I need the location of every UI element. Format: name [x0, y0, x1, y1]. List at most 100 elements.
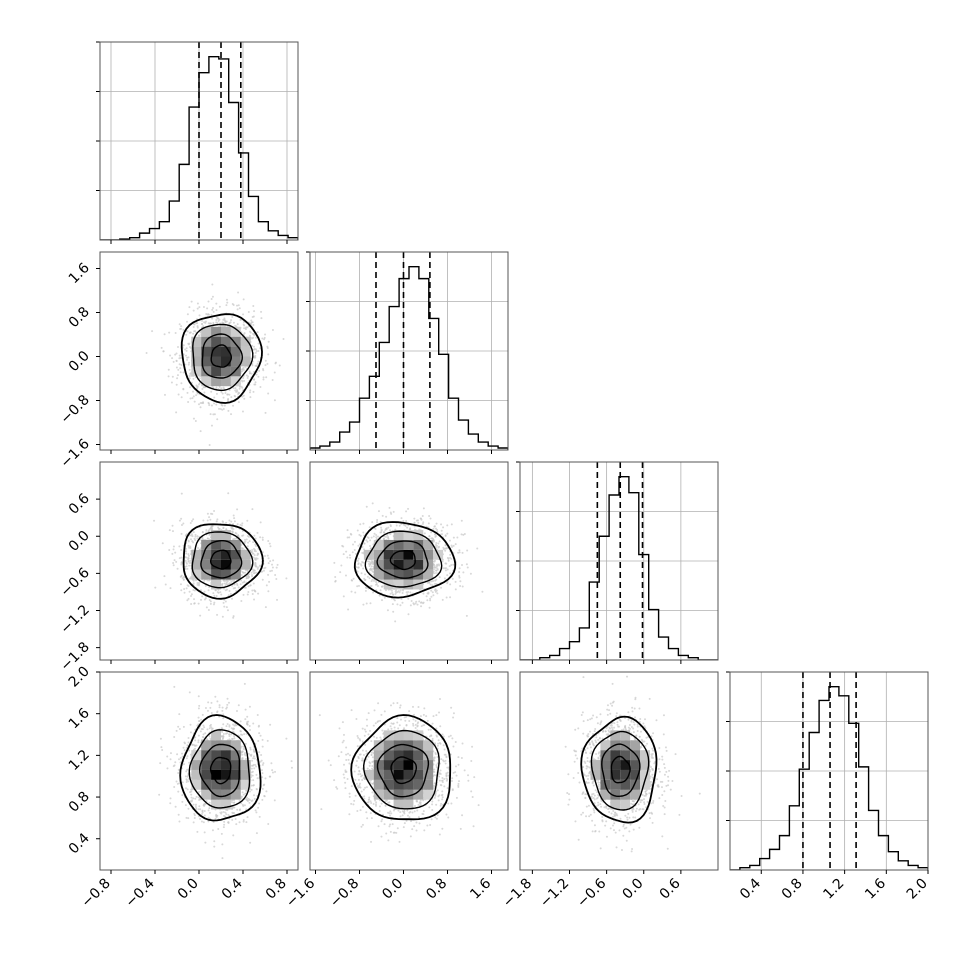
scatter-point — [274, 574, 277, 577]
scatter-point — [187, 597, 190, 600]
scatter-point — [247, 535, 250, 538]
scatter-point — [461, 564, 464, 567]
scatter-point — [450, 523, 453, 526]
scatter-point — [275, 577, 278, 580]
scatter-point — [395, 524, 398, 527]
scatter-point — [357, 584, 360, 587]
scatter-point — [409, 591, 412, 594]
scatter-point — [196, 385, 199, 388]
scatter-point — [224, 600, 227, 603]
scatter-point — [446, 532, 449, 535]
scatter-point — [179, 367, 182, 370]
scatter-point — [370, 584, 373, 587]
scatter-point — [178, 519, 181, 522]
scatter-point — [245, 326, 248, 329]
scatter-point — [171, 357, 174, 360]
scatter-point — [461, 551, 464, 554]
pair-frame-2-1 — [309, 461, 509, 661]
scatter-point — [334, 575, 337, 578]
scatter-point — [271, 379, 274, 382]
density-cell — [201, 326, 212, 337]
scatter-point — [202, 821, 205, 824]
hist-frame-1 — [309, 251, 509, 451]
scatter-point — [202, 386, 205, 389]
scatter-point — [178, 728, 181, 731]
scatter-point — [449, 596, 452, 599]
scatter-point — [265, 376, 268, 379]
scatter-point — [261, 745, 264, 748]
scatter-point — [438, 545, 441, 548]
scatter-point — [254, 558, 257, 561]
scatter-point — [198, 306, 201, 309]
scatter-point — [447, 559, 450, 562]
scatter-point — [210, 390, 213, 393]
scatter-point — [268, 580, 271, 583]
scatter-point — [252, 345, 255, 348]
scatter-point — [232, 514, 235, 517]
scatter-point — [433, 568, 436, 571]
scatter-point — [360, 572, 363, 575]
scatter-point — [247, 310, 250, 313]
scatter-point — [180, 382, 183, 385]
density-cell — [393, 539, 404, 550]
scatter-point — [362, 531, 365, 534]
scatter-point — [425, 595, 428, 598]
scatter-point — [190, 790, 193, 793]
scatter-point — [174, 761, 177, 764]
scatter-point — [430, 580, 433, 583]
scatter-point — [435, 522, 438, 525]
scatter-point — [246, 593, 249, 596]
scatter-point — [393, 599, 396, 602]
scatter-point — [229, 592, 232, 595]
scatter-point — [446, 580, 449, 583]
scatter-point — [233, 583, 236, 586]
scatter-point — [176, 374, 179, 377]
scatter-point — [353, 540, 356, 543]
scatter-point — [390, 512, 393, 515]
scatter-point — [261, 551, 264, 554]
density-cell — [201, 356, 212, 367]
scatter-point — [197, 695, 200, 698]
scatter-point — [420, 605, 423, 608]
scatter-point — [232, 615, 235, 618]
density-cell — [240, 549, 251, 560]
scatter-point — [183, 749, 186, 752]
scatter-point — [190, 594, 193, 597]
scatter-point — [432, 539, 435, 542]
scatter-point — [370, 580, 373, 583]
scatter-point — [458, 551, 461, 554]
scatter-point — [481, 590, 484, 593]
scatter-point — [163, 333, 166, 336]
scatter-point — [459, 585, 462, 588]
scatter-point — [145, 352, 148, 355]
scatter-point — [248, 799, 251, 802]
scatter-point — [197, 602, 200, 605]
scatter-point — [199, 614, 202, 617]
scatter-point — [169, 758, 172, 761]
scatter-point — [232, 538, 235, 541]
scatter-point — [241, 530, 244, 533]
scatter-point — [226, 398, 229, 401]
scatter-point — [168, 529, 171, 532]
scatter-point — [210, 313, 213, 316]
contour-1-0-2 — [201, 333, 243, 379]
scatter-point — [240, 574, 243, 577]
scatter-point — [349, 532, 352, 535]
density-cell — [403, 539, 414, 550]
scatter-point — [182, 763, 185, 766]
scatter-point — [245, 575, 248, 578]
scatter-point — [160, 746, 163, 749]
scatter-point — [209, 413, 212, 416]
scatter-point — [384, 535, 387, 538]
scatter-point — [407, 613, 410, 616]
scatter-point — [220, 391, 223, 394]
scatter-point — [445, 547, 448, 550]
scatter-point — [267, 573, 270, 576]
scatter-point — [185, 550, 188, 553]
scatter-point — [263, 336, 266, 339]
scatter-point — [189, 723, 192, 726]
scatter-point — [428, 535, 431, 538]
scatter-point — [178, 713, 181, 716]
scatter-point — [253, 334, 256, 337]
